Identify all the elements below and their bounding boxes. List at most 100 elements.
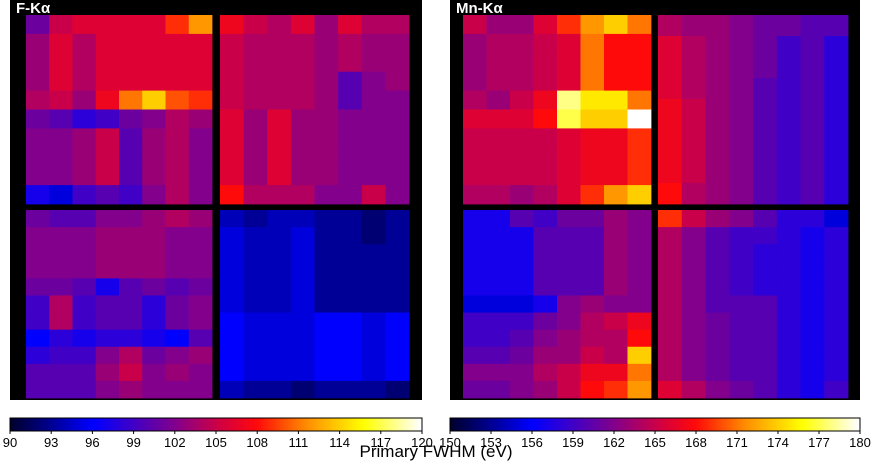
panel-f-colorbar-segment [228,418,231,431]
panel-f-cell-bottom_left-10-7 [188,380,213,399]
panel-f-cell-bottom_right-8-2 [267,346,292,365]
panel-f-colorbar-segment [174,418,178,431]
panel-mn-cell-top_right-2-2 [705,57,730,79]
panel-f-colorbar-segment [333,418,336,431]
panel-mn-colorbar-segment [853,418,857,431]
panel-f-cell-bottom_right-4-3 [290,278,315,296]
panel-f-colorbar-segment [38,418,42,431]
panel-f-cell-bottom_right-7-0 [220,329,245,348]
panel-mn-cell-top_left-9-2 [510,185,534,205]
panel-mn-colorbar-segment [724,418,728,431]
panel-mn-cell-top_left-4-7 [627,90,652,110]
panel-mn-cell-top_right-0-5 [776,15,801,37]
panel-f-cell-top_right-3-5 [338,71,363,91]
panel-mn-cell-bottom_right-2-7 [824,244,849,262]
panel-mn-colorbar-segment [642,418,646,431]
panel-mn-cell-top_left-0-7 [627,15,652,35]
panel-mn-cell-top_right-5-4 [753,120,778,142]
panel-f-cell-top_left-6-2 [72,128,97,148]
panel-mn-colorbar-segment [743,418,746,431]
panel-f-colorbar-segment [246,418,250,431]
panel-mn-cell-bottom_right-0-3 [729,210,754,228]
panel-f-cell-bottom_right-7-2 [267,329,292,348]
panel-f-colorbar-segment [170,418,174,431]
panel-mn-colorbar-segment [755,418,758,431]
panel-f-cell-top_right-8-4 [314,166,339,186]
panel-mn-cell-bottom_right-7-1 [681,329,706,348]
panel-f-cell-top_left-8-6 [165,166,190,186]
panel-mn-cell-bottom_left-7-6 [604,329,628,348]
panel-mn-cell-top_right-4-4 [753,99,778,121]
panel-mn-cell-bottom_right-5-5 [776,295,801,313]
panel-f-cell-top_right-6-1 [243,128,268,148]
panel-mn-colorbar-segment [837,418,840,431]
panel-mn-cell-top_right-3-7 [824,78,849,100]
panel-mn-colorbar-segment [761,418,765,431]
panel-f-colorbar-segment [230,418,233,431]
panel-f-cell-top_right-4-3 [290,90,315,110]
panel-mn-cell-bottom_left-2-3 [533,244,558,262]
panel-f-cell-bottom_left-0-0 [26,210,50,228]
panel-f-cell-top_left-4-1 [49,90,73,110]
panel-f-colorbar-segment [397,418,400,431]
panel-f-colorbar-segment [372,418,376,431]
panel-mn-cell-top_right-6-4 [753,141,778,163]
panel-mn-cell-top_left-0-3 [533,15,558,35]
panel-mn-colorbar-segment [831,418,834,431]
panel-mn-cell-bottom_left-6-5 [580,312,605,331]
panel-f-colorbar-segment [290,418,293,431]
panel-f-cell-top_left-5-4 [119,109,143,129]
panel-f-colorbar-segment [47,418,50,431]
panel-mn-colorbar-segment [667,418,670,431]
panel-f-colorbar-tick-label: 105 [205,435,227,450]
panel-f-cell-bottom_left-1-0 [26,227,50,245]
panel-f-cell-top_left-7-0 [26,147,50,167]
panel-mn-cell-top_right-7-6 [800,162,825,184]
panel-f-cell-top_left-0-1 [49,15,73,35]
panel-f-cell-bottom_left-10-2 [72,380,97,399]
panel-f-colorbar-segment [84,418,87,431]
panel-mn-cell-bottom_right-1-7 [824,227,849,245]
panel-mn-cell-top_right-1-4 [753,36,778,58]
panel-mn-cell-top_left-6-2 [510,128,534,148]
panel-f-colorbar-segment [131,418,135,431]
panel-f-cell-top_left-8-3 [95,166,120,186]
panel-mn-cell-bottom_left-6-1 [486,312,511,331]
panel-f-cell-top_left-9-5 [142,185,166,205]
panel-f-cell-top_right-5-2 [267,109,292,129]
panel-f-cell-top_left-4-2 [72,90,97,110]
panel-f-colorbar-segment [331,418,334,431]
panel-f-colorbar-tick-label: 90 [3,435,17,450]
panel-f-cell-top_left-6-4 [119,128,143,148]
panel-mn-colorbar-segment [519,418,523,431]
panel-f-cell-top_left-6-7 [188,128,213,148]
panel-f-cell-bottom_left-9-0 [26,363,50,382]
panel-f-colorbar-segment [100,418,104,431]
panel-mn-cell-top_right-8-6 [800,183,825,205]
panel-mn-cell-bottom_right-5-6 [800,295,825,313]
panel-mn-colorbar-segment [527,418,531,431]
panel-f-cell-bottom_right-10-2 [267,380,292,399]
panel-mn-cell-bottom_left-10-7 [627,380,652,399]
panel-f-cell-bottom_right-6-6 [361,312,386,331]
panel-f-colorbar-segment [34,418,38,431]
panel-mn-cell-top_right-6-7 [824,141,849,163]
panel-mn-colorbar-segment [497,418,500,431]
panel-f-colorbar-segment [222,418,225,431]
panel-f-cell-top_right-1-1 [243,33,268,54]
panel-f-cell-bottom_left-1-2 [72,227,97,245]
panel-f-colorbar-segment [158,418,161,431]
panel-mn-cell-top_left-8-0 [463,166,487,186]
panel-f-colorbar-segment [166,418,170,431]
panel-mn-cell-top_left-4-5 [580,90,605,110]
panel-mn-colorbar-segment [700,418,703,431]
panel-mn-cell-top_left-4-3 [533,90,558,110]
panel-mn-cell-bottom_right-6-4 [753,312,778,331]
panel-f-colorbar-segment [148,418,151,431]
panel-mn-colorbar-segment [810,418,814,431]
panel-f-cell-bottom_right-5-6 [361,295,386,313]
panel-f-cell-bottom_left-10-1 [49,380,73,399]
panel-f-cell-top_right-7-1 [243,147,268,167]
panel-mn-cell-bottom_right-4-5 [776,278,801,296]
